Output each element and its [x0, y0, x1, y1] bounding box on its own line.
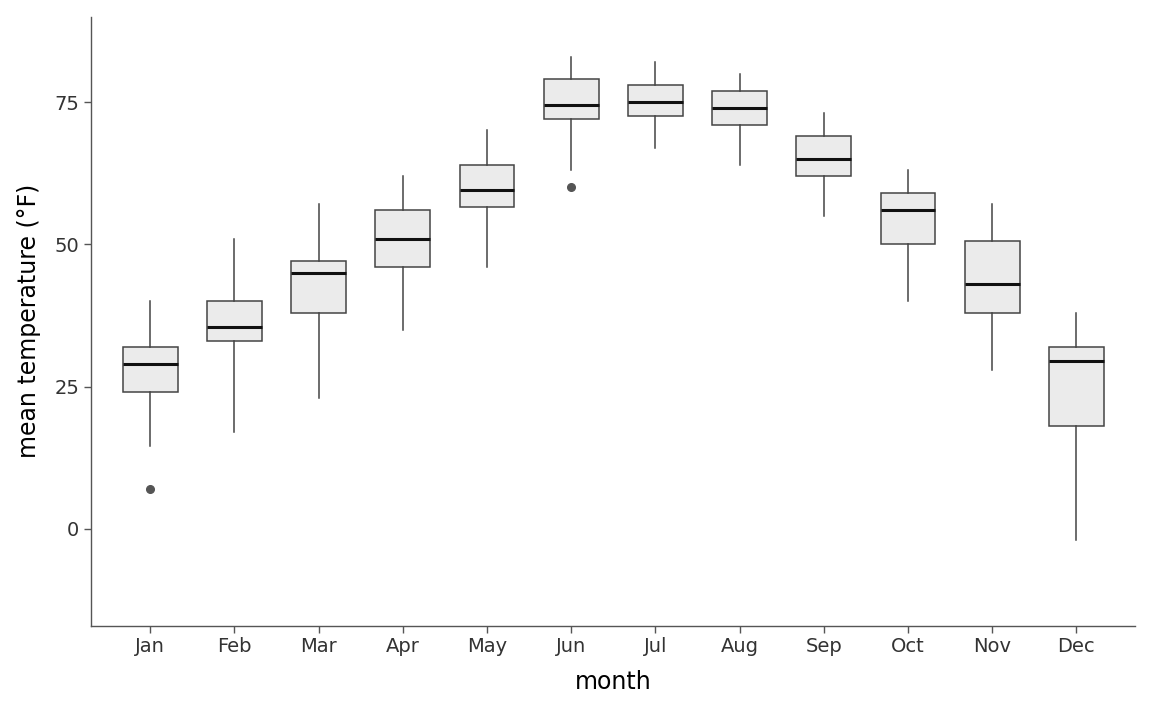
PathPatch shape — [460, 165, 514, 208]
X-axis label: month: month — [575, 670, 652, 695]
PathPatch shape — [207, 301, 262, 341]
PathPatch shape — [376, 210, 430, 267]
PathPatch shape — [796, 137, 851, 176]
PathPatch shape — [880, 193, 935, 245]
PathPatch shape — [628, 85, 683, 117]
PathPatch shape — [1049, 347, 1104, 427]
PathPatch shape — [712, 91, 767, 125]
PathPatch shape — [123, 347, 177, 392]
PathPatch shape — [965, 242, 1020, 313]
PathPatch shape — [544, 79, 599, 119]
PathPatch shape — [291, 262, 346, 313]
Y-axis label: mean temperature (°F): mean temperature (°F) — [16, 184, 40, 459]
